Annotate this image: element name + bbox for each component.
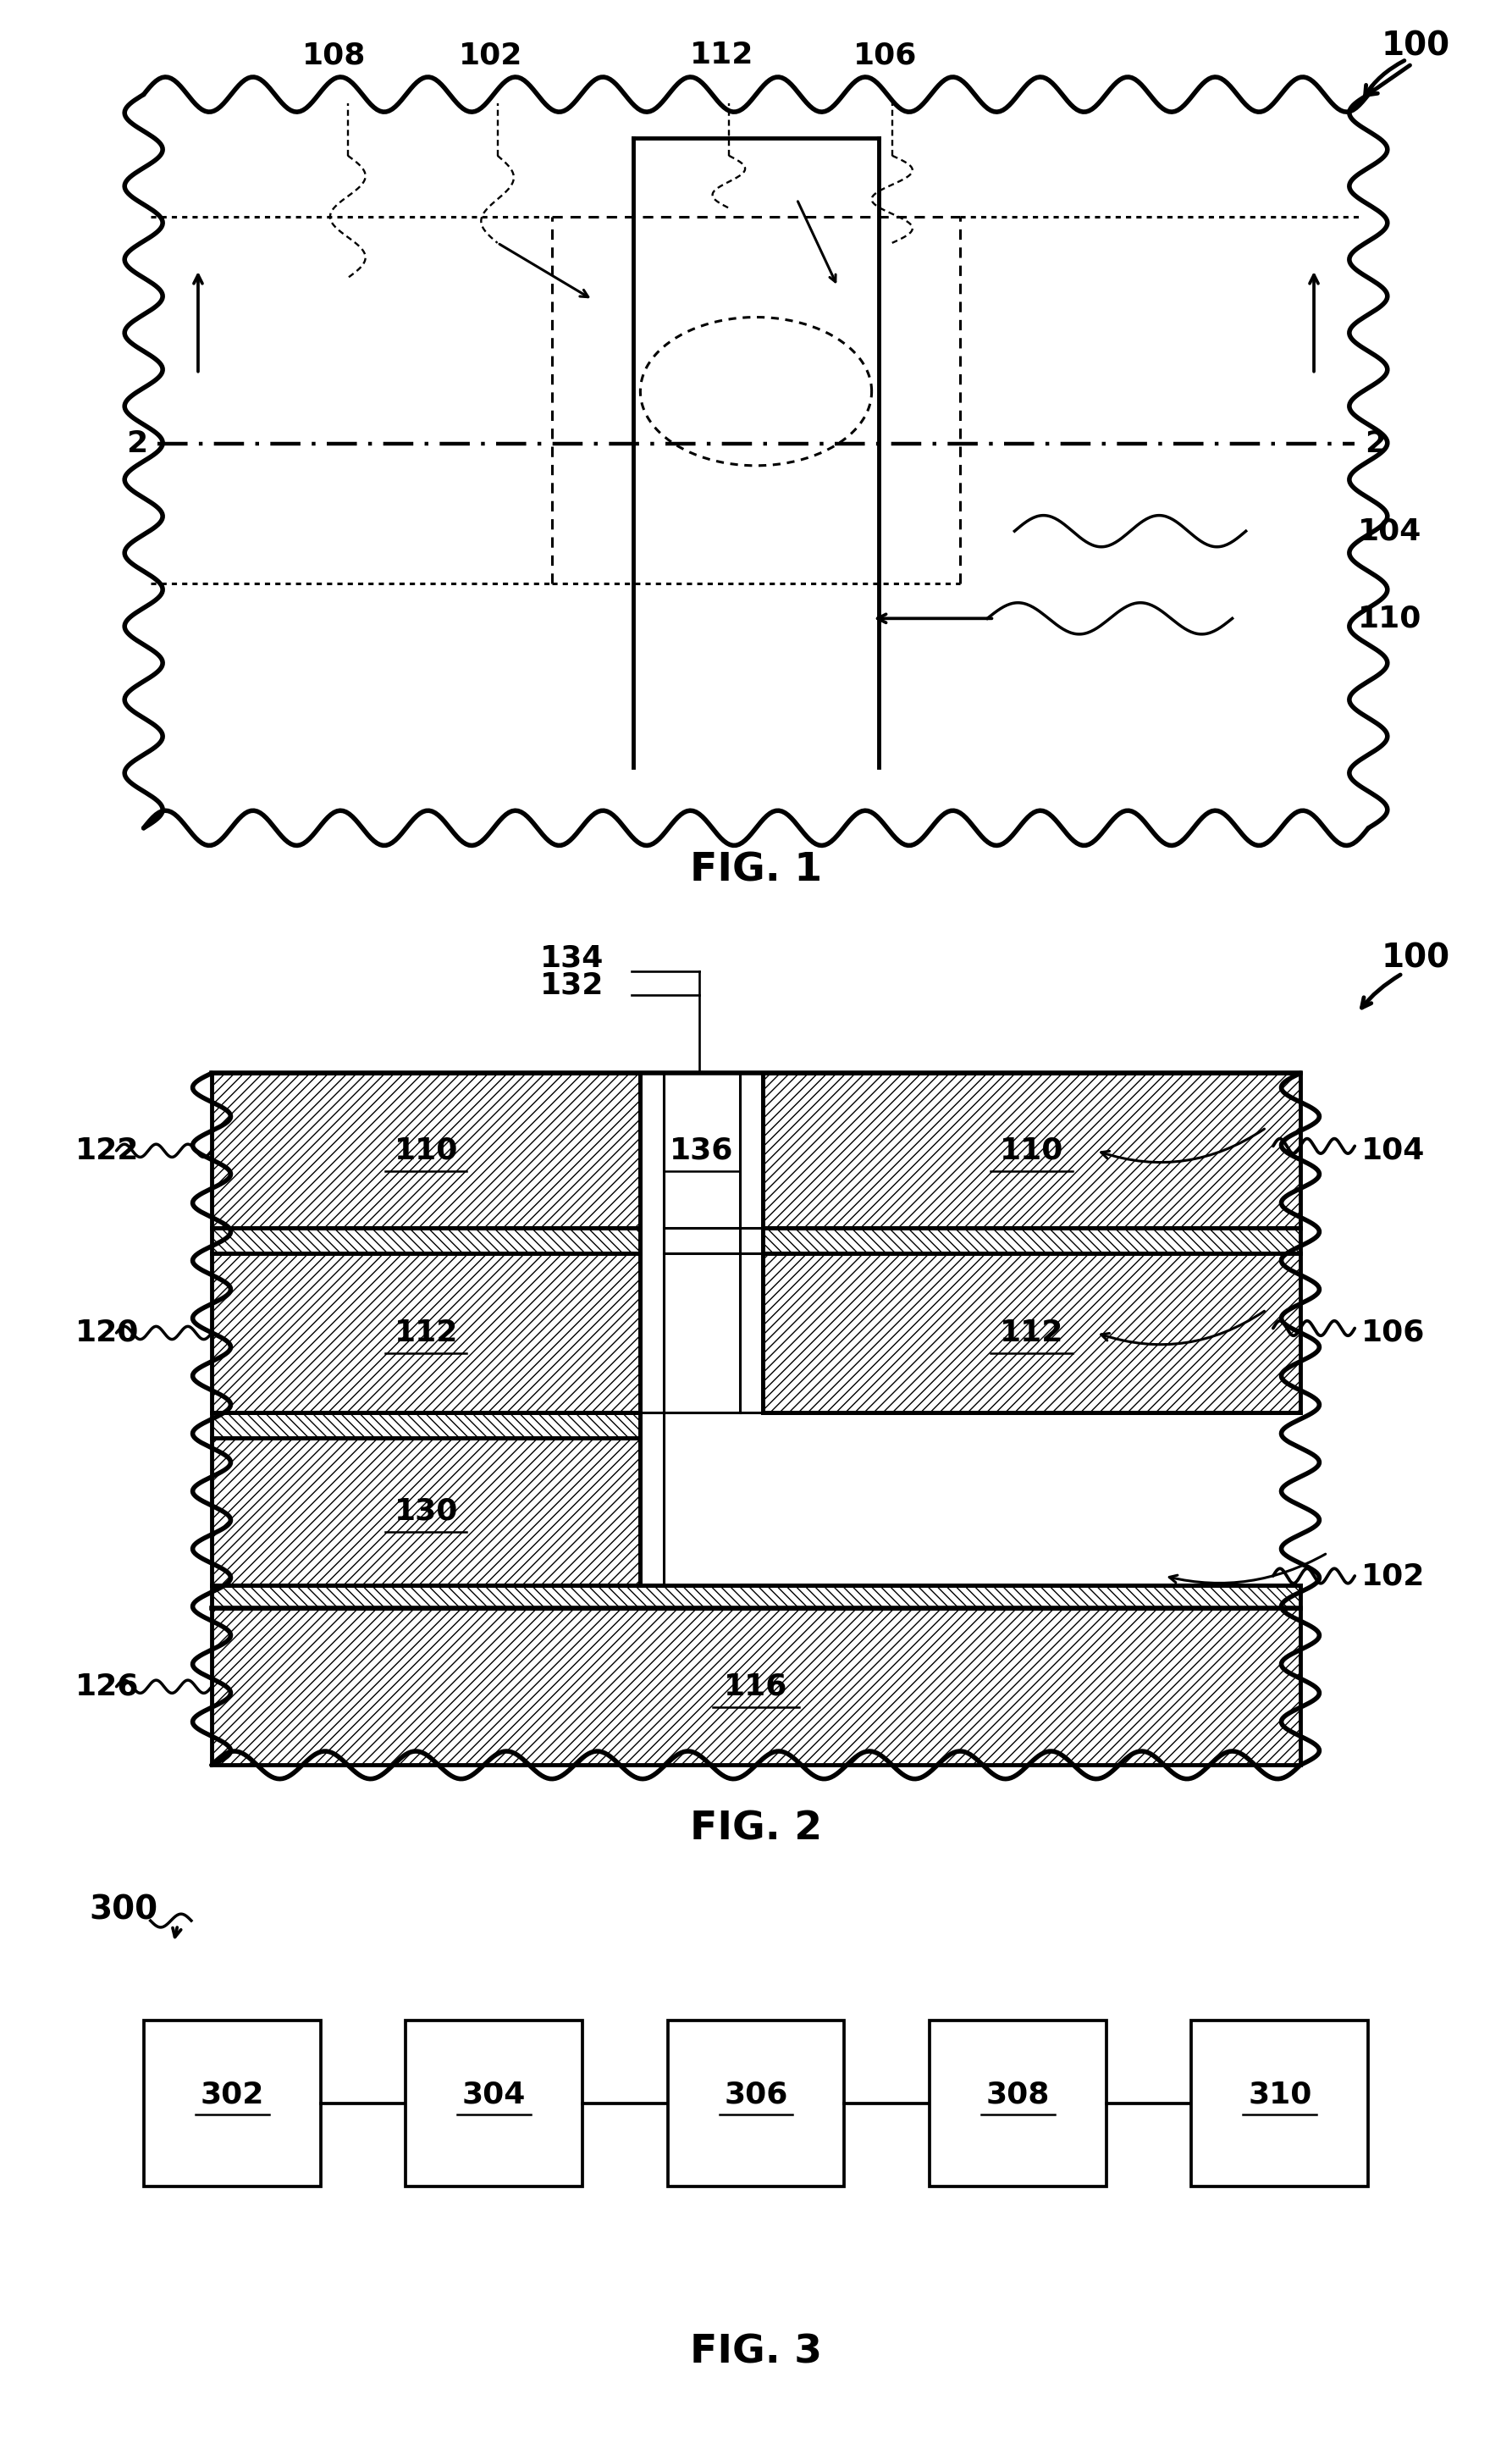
Text: 108: 108 (302, 42, 366, 69)
Text: 120: 120 (76, 1319, 139, 1348)
Text: FIG. 3: FIG. 3 (689, 2335, 823, 2371)
Text: 102: 102 (1361, 1562, 1426, 1589)
Text: FIG. 1: FIG. 1 (689, 851, 823, 888)
Bar (212, 1252, 641, 1412)
Text: 2: 2 (125, 430, 148, 458)
Bar (1191, 2020, 1368, 2187)
Bar (930, 2020, 1107, 2187)
Bar (212, 1609, 1300, 1766)
Bar (144, 2020, 321, 2187)
Text: 122: 122 (76, 1137, 139, 1166)
Bar (212, 1412, 641, 1437)
Text: 300: 300 (89, 1894, 157, 1926)
Text: 134: 134 (540, 945, 605, 972)
Bar (664, 1073, 739, 1584)
Text: 112: 112 (689, 42, 754, 69)
Text: 106: 106 (853, 42, 918, 69)
Text: 102: 102 (458, 42, 523, 69)
Text: FIG. 2: FIG. 2 (689, 1811, 823, 1847)
Text: 104: 104 (1361, 1137, 1426, 1166)
Text: 100: 100 (1382, 30, 1450, 62)
Text: 104: 104 (1358, 517, 1421, 546)
Bar (668, 2020, 844, 2187)
Bar (764, 1073, 1300, 1228)
Text: 126: 126 (76, 1673, 139, 1700)
Text: 308: 308 (986, 2081, 1049, 2108)
Text: 112: 112 (395, 1319, 458, 1348)
Bar (764, 1252, 1300, 1412)
Text: 136: 136 (670, 1137, 733, 1166)
Text: 116: 116 (724, 1673, 788, 1700)
Bar (212, 1228, 641, 1252)
Bar (405, 2020, 582, 2187)
Bar (212, 1584, 1300, 1609)
Text: 100: 100 (1382, 942, 1450, 974)
Text: 306: 306 (724, 2081, 788, 2108)
Text: 2: 2 (1364, 430, 1387, 458)
Bar (664, 1073, 739, 1412)
Text: 110: 110 (395, 1137, 458, 1166)
Text: 304: 304 (463, 2081, 526, 2108)
Text: 302: 302 (200, 2081, 265, 2108)
Text: 112: 112 (999, 1319, 1063, 1348)
Bar (764, 1228, 1300, 1252)
Text: 310: 310 (1247, 2081, 1312, 2108)
Text: 130: 130 (395, 1498, 458, 1525)
Text: 110: 110 (1358, 605, 1421, 632)
Text: 132: 132 (540, 972, 605, 999)
Text: 110: 110 (999, 1137, 1063, 1166)
Text: 106: 106 (1361, 1319, 1426, 1348)
Bar (212, 1073, 641, 1228)
Bar (212, 1437, 641, 1584)
